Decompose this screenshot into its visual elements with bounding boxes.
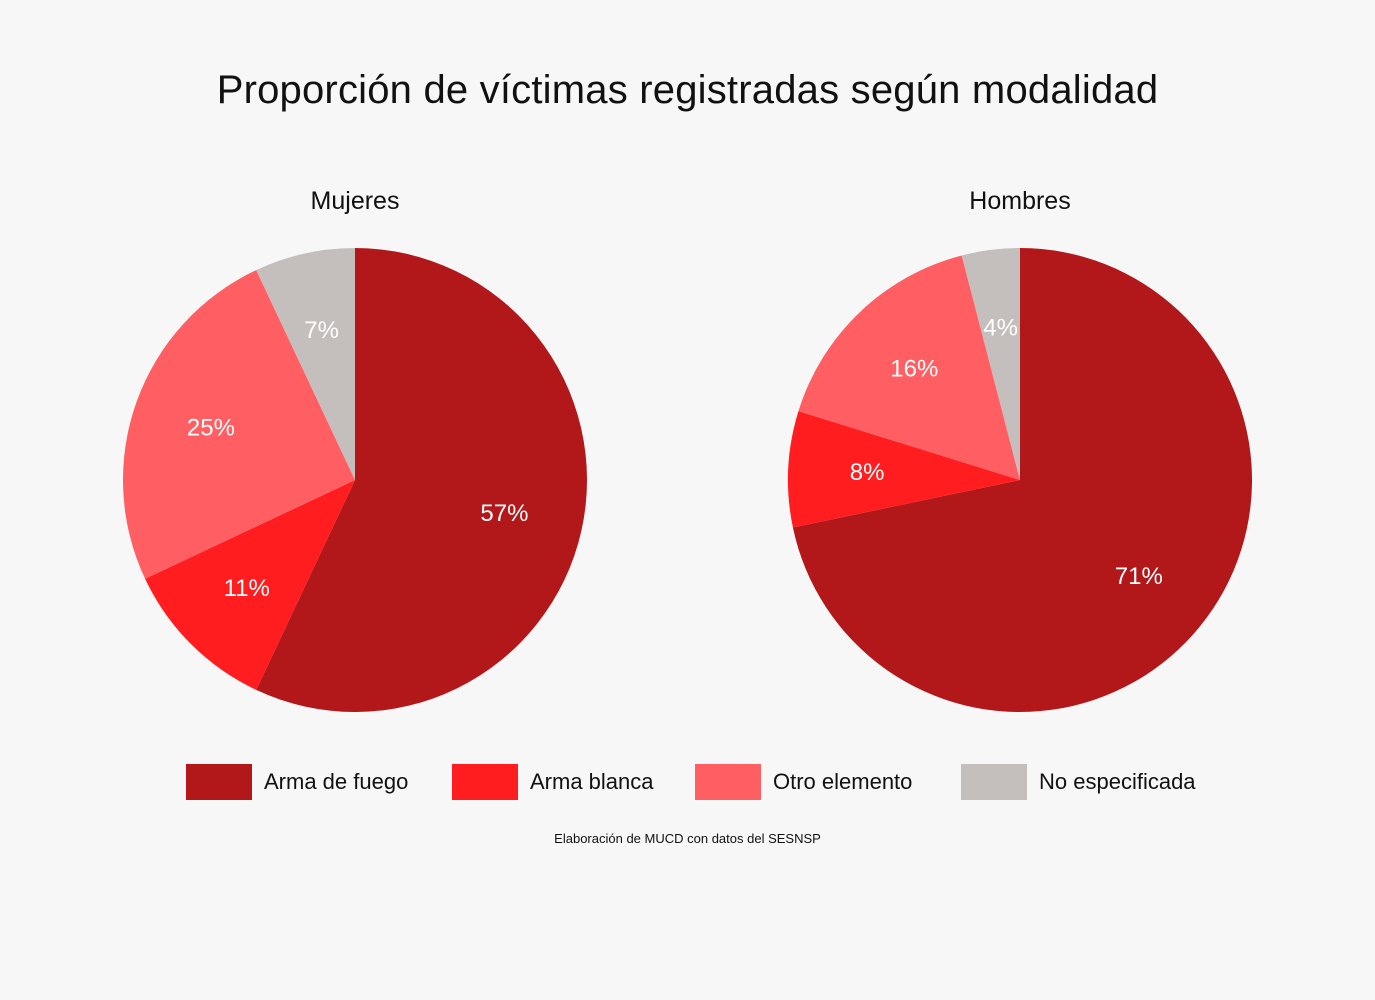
legend-swatch <box>452 764 518 800</box>
legend-swatch <box>961 764 1027 800</box>
pie-slice-arma-de-fuego <box>256 247 588 712</box>
pie-slice-otro-elemento <box>123 270 355 579</box>
legend-label: Arma blanca <box>530 769 654 794</box>
pie-slice-arma-blanca <box>145 480 355 690</box>
pie-slice-no-especificada <box>256 248 355 480</box>
pie-slice-label: 71% <box>1115 563 1163 590</box>
pie-slice-label: 4% <box>983 315 1018 342</box>
legend-swatch <box>186 764 252 800</box>
legend-item-arma-blanca: Arma blanca <box>452 763 654 801</box>
pie-slice-label: 16% <box>890 356 938 383</box>
pie-slice-otro-elemento <box>798 255 1020 480</box>
pie-slice-no-especificada <box>961 248 1020 480</box>
legend-item-arma-de-fuego: Arma de fuego <box>186 763 408 801</box>
pie-chart-hombres: Hombres 71% 8% 16% 4% <box>787 187 1253 712</box>
pie-slice-label: 25% <box>187 415 235 442</box>
pie-slice-label: 7% <box>304 317 339 344</box>
chart-title: Proporción de víctimas registradas según… <box>216 68 1159 112</box>
legend-swatch <box>695 764 761 800</box>
pie-title: Hombres <box>969 187 1070 215</box>
pie-chart-mujeres: Mujeres 57% 11% 25% 7% <box>123 187 588 712</box>
pie-slice-arma-blanca <box>787 411 1020 528</box>
legend-label: No especificada <box>1039 769 1196 794</box>
legend: Arma de fuego Arma blanca Otro elemento … <box>0 763 1375 801</box>
pie-slice-arma-de-fuego <box>792 248 1253 712</box>
pie-slice-label: 8% <box>850 459 885 486</box>
legend-label: Arma de fuego <box>264 769 409 794</box>
pie-slice-label: 57% <box>480 500 528 527</box>
pie-slice-label: 11% <box>224 575 270 602</box>
pie-title: Mujeres <box>311 187 400 215</box>
legend-item-otro-elemento: Otro elemento <box>695 763 912 801</box>
legend-item-no-especificada: No especificada <box>961 763 1196 801</box>
legend-label: Otro elemento <box>773 769 913 794</box>
source-note: Elaboración de MUCD con datos del SESNSP <box>554 831 821 846</box>
